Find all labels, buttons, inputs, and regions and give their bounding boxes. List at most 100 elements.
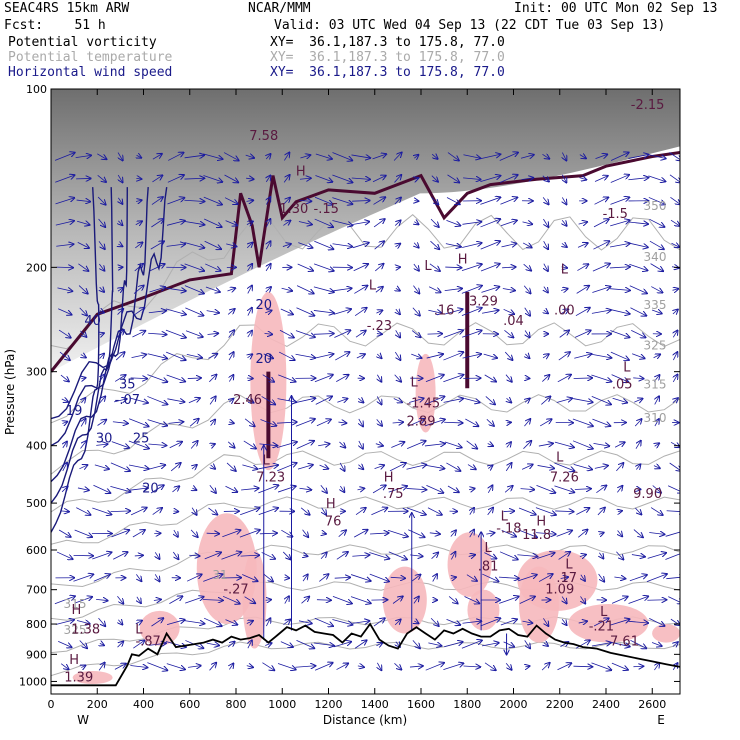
wind-vector [258, 465, 278, 470]
wind-vector [137, 596, 141, 603]
wind-vector [98, 375, 104, 383]
wind-vector [167, 198, 184, 205]
wind-vector [98, 396, 106, 405]
wind-vector [377, 396, 381, 404]
wind-vector [227, 288, 235, 291]
wind-vector [117, 596, 123, 603]
wind-vector [562, 152, 566, 161]
wind-vector [649, 218, 664, 227]
wind-vector [377, 662, 381, 670]
wind-vector [572, 418, 593, 426]
wind-vector [246, 200, 254, 201]
wind-vector [390, 577, 405, 578]
wind-vector [295, 398, 315, 404]
wind-vector [63, 442, 67, 449]
wind-vector [412, 575, 420, 582]
wind-vector [461, 286, 482, 294]
wind-vector [136, 574, 141, 581]
wind-vector [444, 441, 462, 447]
wind-vector [375, 444, 383, 446]
wind-vector [209, 663, 217, 671]
wind-vector [394, 663, 401, 669]
wind-vector [573, 378, 592, 379]
wind-vector [313, 643, 334, 646]
wind-vector [371, 508, 387, 516]
wind-vector [315, 175, 332, 182]
wind-vector [132, 331, 145, 338]
wind-vector [314, 663, 332, 671]
wind-vector [239, 530, 260, 538]
wind-vector [118, 244, 122, 246]
wind-vector [520, 489, 535, 490]
wind-vector [261, 396, 275, 404]
wind-vector [673, 352, 677, 361]
wind-vector [248, 331, 252, 338]
east-label: E [657, 713, 665, 727]
wind-vector [504, 486, 512, 493]
wind-vector [205, 263, 220, 271]
wind-vector [611, 662, 628, 670]
wind-vector [522, 243, 532, 248]
wind-vector [358, 465, 363, 469]
y-axis-label: Pressure (hPa) [3, 349, 17, 435]
pv-value-label: -.15 [314, 202, 339, 217]
wind-vector [282, 551, 290, 559]
wind-vector [395, 220, 400, 225]
wind-vector [184, 178, 204, 179]
wind-vector [599, 552, 603, 559]
wind-vector [209, 485, 216, 493]
wind-vector [359, 440, 363, 449]
wind-vector [298, 621, 312, 624]
wind-vector [556, 398, 572, 403]
wind-vector [60, 511, 69, 512]
wind-vector [241, 488, 259, 490]
wind-vector [207, 333, 219, 334]
west-label: W [77, 713, 89, 727]
wind-vector [223, 152, 239, 161]
wind-vector [414, 222, 418, 225]
wind-vector [98, 663, 105, 671]
wind-vector [573, 666, 592, 667]
wind-vector [166, 221, 185, 226]
wind-vector [247, 243, 252, 248]
wind-vector [74, 597, 92, 604]
wind-vector [353, 530, 367, 538]
wind-vector [461, 640, 482, 649]
wind-vector [520, 155, 534, 159]
wind-vector [447, 485, 459, 492]
wind-vector [94, 464, 109, 469]
wind-vector [266, 154, 270, 159]
theta-label: 340 [644, 250, 667, 264]
wind-vector [447, 174, 460, 183]
wind-vector [480, 241, 500, 250]
wind-vector [147, 419, 167, 426]
wind-vector [558, 552, 571, 560]
wind-vector [55, 620, 74, 625]
field-theta-xy: XY= 36.1,187.3 to 175.8, 77.0 [270, 50, 505, 65]
wind-vector [134, 555, 143, 556]
wind-vector [649, 240, 664, 249]
wind-vector [544, 263, 548, 271]
wind-vector [206, 533, 219, 534]
wind-vector [131, 354, 147, 357]
wind-vector [266, 264, 271, 272]
wind-vector [318, 444, 329, 446]
wind-vector [376, 419, 382, 425]
wind-vector [334, 330, 350, 338]
wind-vector [670, 219, 680, 226]
wind-vector [653, 375, 659, 382]
wind-vector [55, 198, 75, 205]
wind-vector [389, 463, 406, 472]
wind-vector [392, 422, 403, 423]
wind-vector [166, 663, 185, 670]
wind-vector [148, 311, 166, 313]
wind-vectors [54, 152, 680, 671]
wind-vector [628, 596, 649, 604]
wind-vector [535, 507, 556, 515]
wind-vector [112, 422, 128, 424]
wind-vector [338, 422, 346, 423]
wind-vector [246, 666, 253, 668]
wind-vector [414, 621, 418, 623]
wind-vector [222, 530, 240, 538]
wind-vector [486, 533, 494, 534]
